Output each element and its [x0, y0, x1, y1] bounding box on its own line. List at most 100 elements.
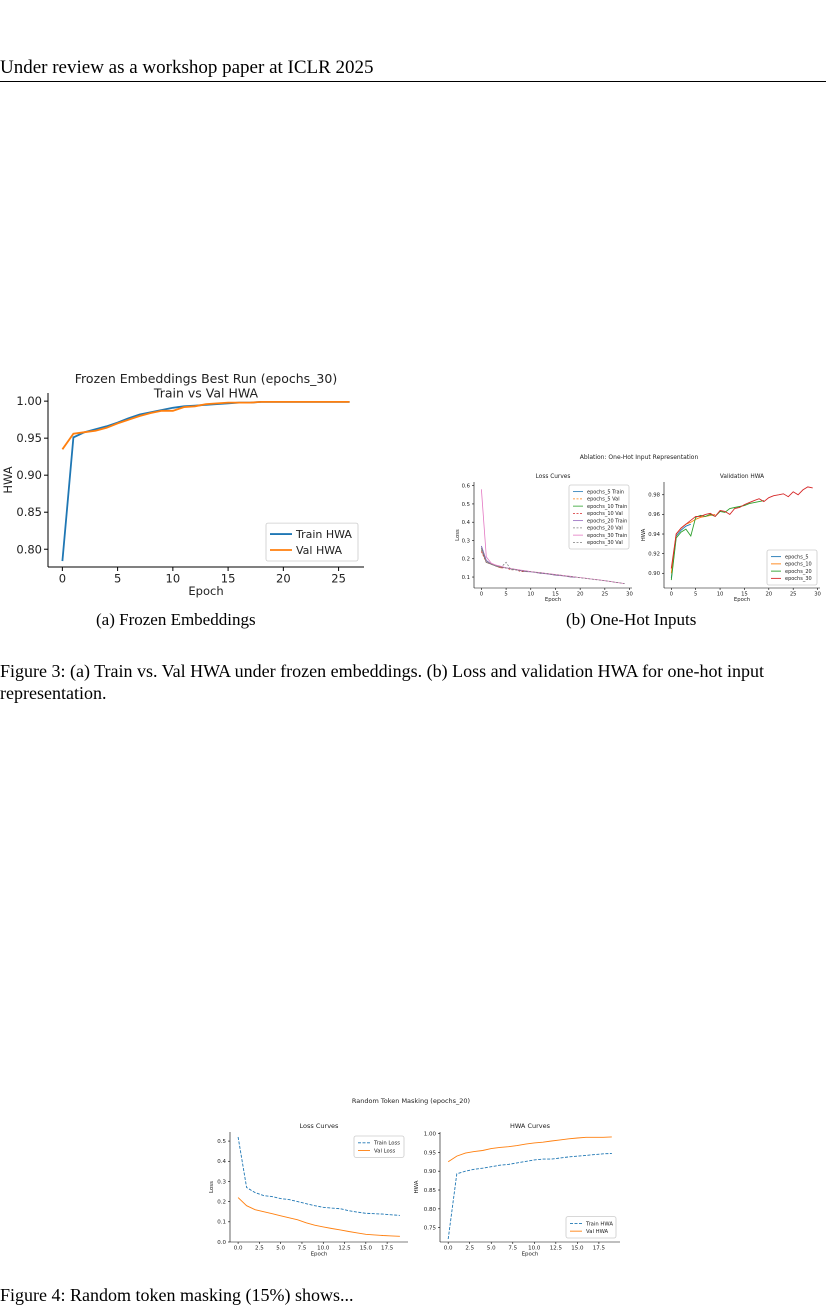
mask-hwa-x-tick-label: 15.0	[571, 1246, 584, 1252]
onehot-hwa-legend-label: epochs_30	[785, 576, 812, 582]
onehot-loss-x-tick-label: 25	[601, 591, 608, 597]
mask-hwa-x-tick-label: 12.5	[550, 1246, 563, 1252]
onehot-hwa-legend-label: epochs_10	[785, 562, 812, 568]
onehot-loss-x-tick-label: 0	[480, 591, 484, 597]
onehot-hwa-y-tick-label: 0.94	[648, 532, 660, 538]
onehot-loss-x-label: Epoch	[545, 597, 561, 603]
onehot-hwa-legend-label: epochs_20	[785, 569, 812, 575]
token-masking-chart: Random Token Masking (epochs_20) 0.0 2.5 5…	[209, 1097, 620, 1258]
mask-loss-y-tick-label: 0.0	[217, 1240, 226, 1246]
frozen-y-label: HWA	[1, 466, 15, 493]
mask-loss-x-tick-label: 0.0	[234, 1246, 243, 1252]
onehot-loss-legend-label: epochs_20 Train	[587, 518, 627, 524]
onehot-loss-y-tick-label: 0.2	[462, 557, 470, 563]
frozen-legend	[265, 522, 359, 562]
mask-loss-x-tick-label: 2.5	[255, 1246, 264, 1252]
mask-loss-x-label: Epoch	[311, 1252, 328, 1258]
onehot-hwa-series-epochs-30	[670, 486, 813, 569]
onehot-loss-series-epochs-20-train	[481, 545, 576, 578]
frozen-x-tick-label: 15	[221, 572, 236, 586]
subcaption-b: (b) One-Hot Inputs	[566, 610, 697, 629]
mask-hwa-x-label: Epoch	[522, 1252, 539, 1258]
onehot-hwa-series-epochs-10	[670, 513, 716, 574]
mask-hwa-title: HWA Curves	[510, 1122, 551, 1130]
mask-hwa-y-tick-label: 0.75	[424, 1226, 437, 1232]
mask-loss-legend-label: Val Loss	[374, 1148, 395, 1154]
onehot-hwa-x-tick-label: 30	[814, 591, 821, 597]
mask-hwa-series-val-hwa	[447, 1136, 612, 1163]
mask-loss-y-tick-label: 0.5	[217, 1139, 226, 1145]
onehot-loss-legend-label: epochs_10 Val	[587, 511, 623, 517]
frozen-x-tick-label: 25	[331, 572, 346, 586]
onehot-hwa-x-tick-label: 5	[694, 591, 697, 597]
mask-loss-legend-label: Train Loss	[373, 1141, 400, 1147]
onehot-loss-series-epochs-30-val	[481, 547, 625, 584]
onehot-loss-y-tick-label: 0.3	[462, 538, 470, 544]
onehot-loss-x-tick-label: 15	[552, 591, 559, 597]
onehot-hwa-legend-label: epochs_5	[785, 554, 809, 560]
frozen-y-tick-label: 0.90	[16, 468, 42, 482]
mask-hwa-x-tick-label: 7.5	[508, 1246, 517, 1252]
mask-loss-x-tick-label: 5.0	[276, 1246, 285, 1252]
mask-loss-y-tick-label: 0.4	[217, 1159, 226, 1165]
frozen-embeddings-chart: 0 5 10 15 20 25 0.80 0.85 0.90 0.95 1.00 Epoch HWA Fr…	[1, 371, 364, 598]
figure4-caption: Figure 4: Random token masking (15%) sho…	[0, 1285, 354, 1305]
onehot-hwa-y-tick-label: 0.96	[648, 512, 660, 518]
onehot-loss-legend	[568, 484, 630, 550]
onehot-hwa-series-epochs-20	[670, 500, 764, 581]
onehot-loss-y-tick-label: 0.6	[462, 484, 471, 490]
frozen-legend-label: Train HWA	[295, 528, 352, 541]
onehot-hwa-x-tick-label: 0	[670, 591, 674, 597]
onehot-hwa-y-label: HWA	[641, 528, 647, 541]
mask-hwa-y-tick-label: 0.90	[424, 1169, 437, 1175]
onehot-hwa-x-tick-label: 20	[765, 591, 772, 597]
mask-loss-x-tick-label: 7.5	[298, 1246, 307, 1252]
mask-loss-y-tick-label: 0.1	[217, 1220, 226, 1226]
mask-loss-y-label: Loss	[209, 1181, 215, 1193]
onehot-loss-y-tick-label: 0.5	[462, 502, 470, 508]
onehot-hwa-x-tick-label: 15	[741, 591, 748, 597]
frozen-x-tick-label: 20	[276, 572, 291, 586]
onehot-hwa-y-tick-label: 0.92	[648, 552, 660, 558]
frozen-y-tick-label: 0.95	[16, 431, 42, 445]
onehot-loss-y-tick-label: 0.4	[462, 520, 471, 526]
frozen-title: Frozen Embeddings Best Run (epochs_30)	[75, 371, 337, 386]
mask-suptitle: Random Token Masking (epochs_20)	[352, 1097, 470, 1105]
onehot-hwa-x-tick-label: 10	[717, 591, 724, 597]
mask-loss-y-tick-label: 0.3	[217, 1179, 226, 1185]
onehot-loss-legend-label: epochs_30 Train	[587, 533, 627, 539]
mask-hwa-y-tick-label: 0.95	[424, 1150, 437, 1156]
subcaption-a: (a) Frozen Embeddings	[96, 610, 256, 629]
header-rule	[0, 81, 826, 82]
frozen-series-val-hwa	[61, 401, 350, 450]
mask-loss-y-tick-label: 0.2	[217, 1200, 226, 1206]
onehot-loss-legend-label: epochs_20 Val	[587, 526, 623, 532]
onehot-loss-y-label: Loss	[455, 529, 461, 541]
mask-loss-legend	[353, 1135, 405, 1158]
frozen-legend-label: Val HWA	[296, 544, 343, 557]
mask-hwa-legend-label: Val HWA	[586, 1229, 609, 1235]
one-hot-chart: Ablation: One-Hot Input Representation 0…	[455, 454, 822, 603]
onehot-loss-legend-label: epochs_5 Train	[587, 489, 624, 495]
mask-hwa-x-tick-label: 17.5	[593, 1246, 606, 1252]
onehot-loss-series-epochs-20-val	[481, 549, 576, 578]
mask-hwa-y-tick-label: 1.00	[424, 1131, 437, 1137]
mask-loss-series-val-loss	[237, 1197, 400, 1237]
onehot-hwa-y-tick-label: 0.90	[648, 571, 660, 577]
onehot-hwa-y-tick-label: 0.98	[648, 493, 660, 499]
mask-hwa-x-tick-label: 10.0	[528, 1246, 541, 1252]
onehot-loss-x-tick-label: 10	[527, 591, 534, 597]
mask-hwa-legend	[565, 1216, 617, 1239]
mask-hwa-y-label: HWA	[414, 1180, 420, 1193]
onehot-loss-x-tick-label: 30	[626, 591, 633, 597]
frozen-x-label: Epoch	[188, 584, 223, 598]
mask-loss-x-tick-label: 12.5	[338, 1246, 351, 1252]
frozen-y-tick-label: 0.80	[16, 542, 42, 556]
frozen-x-tick-label: 5	[114, 572, 121, 586]
frozen-x-tick-label: 0	[59, 572, 66, 586]
mask-hwa-y-tick-label: 0.80	[424, 1207, 437, 1213]
mask-loss-x-tick-label: 15.0	[360, 1246, 373, 1252]
mask-loss-x-tick-label: 17.5	[381, 1246, 394, 1252]
mask-hwa-y-tick-label: 0.85	[424, 1188, 437, 1194]
mask-hwa-x-tick-label: 0.0	[444, 1246, 453, 1252]
